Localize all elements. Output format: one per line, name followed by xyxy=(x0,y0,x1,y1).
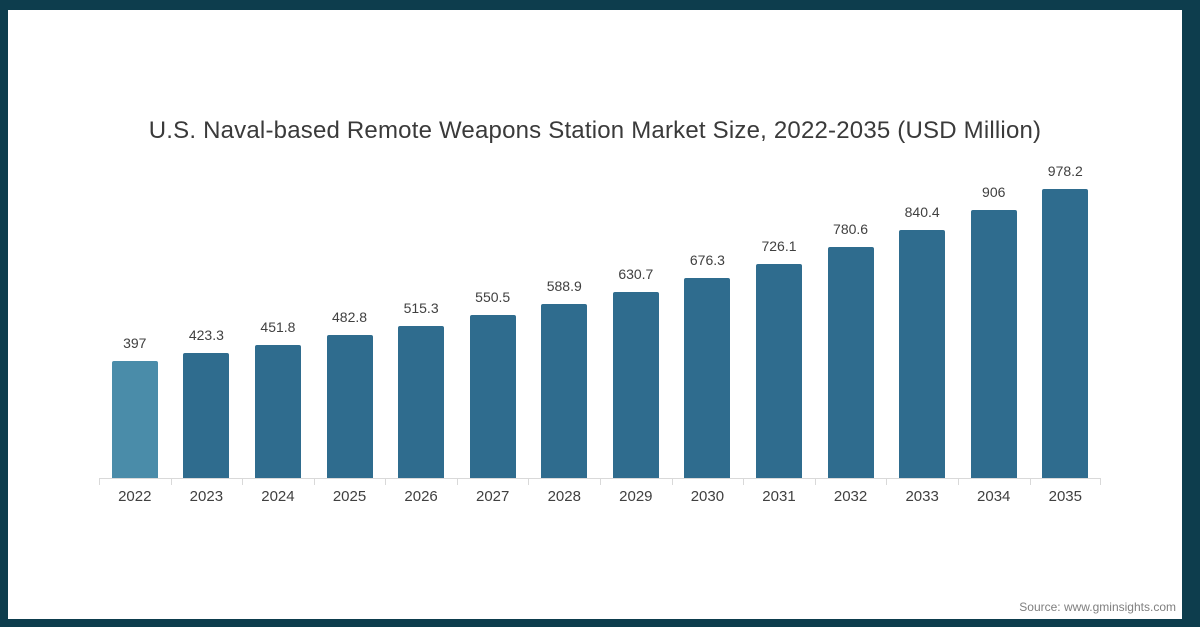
x-axis-tick xyxy=(385,479,387,485)
bar-column: 780.6 2032 xyxy=(814,10,887,505)
bar-2029 xyxy=(612,291,659,478)
bar-column: 630.7 2029 xyxy=(600,10,672,505)
x-axis-tick-label: 2033 xyxy=(905,488,939,505)
bar-2024 xyxy=(254,344,301,478)
bar-2031 xyxy=(755,263,802,478)
chart-title: U.S. Naval-based Remote Weapons Station … xyxy=(148,117,1042,144)
x-axis-tick xyxy=(671,479,673,485)
x-axis-tick-label: 2022 xyxy=(118,488,152,505)
bar-value-label: 780.6 xyxy=(833,221,869,238)
x-axis-tick-label: 2029 xyxy=(619,488,653,505)
bar-2032 xyxy=(827,247,874,478)
bar-column: 482.8 2025 xyxy=(313,10,386,505)
x-axis-tick-label: 2034 xyxy=(977,488,1011,505)
x-axis-tick-label: 2023 xyxy=(189,488,224,505)
x-axis-tick xyxy=(1029,479,1031,485)
x-axis-tick-label: 2026 xyxy=(404,488,438,505)
bar-value-label: 423.3 xyxy=(188,326,224,343)
bar-value-label: 840.4 xyxy=(904,203,940,220)
bar-value-label: 588.9 xyxy=(546,278,582,294)
bar-value-label: 397 xyxy=(123,334,147,351)
bar-2028 xyxy=(541,304,588,478)
bar-value-label: 482.8 xyxy=(332,309,368,326)
x-axis-tick xyxy=(957,479,959,485)
x-axis-tick xyxy=(170,479,172,485)
bar-2026 xyxy=(398,325,445,478)
bar-column: 451.8 2024 xyxy=(242,10,314,505)
x-axis-tick-label: 2025 xyxy=(332,488,367,505)
x-axis-tick xyxy=(814,479,816,485)
bar-2030 xyxy=(684,278,731,478)
bar-2023 xyxy=(183,352,230,478)
x-axis-tick xyxy=(99,479,100,485)
bar-value-label: 726.1 xyxy=(761,237,797,254)
bar-2034 xyxy=(970,210,1017,478)
bar-value-label: 978.2 xyxy=(1047,163,1083,179)
x-axis-tick-label: 2032 xyxy=(833,488,868,505)
x-axis-tick-label: 2028 xyxy=(547,488,581,505)
bar-2025 xyxy=(326,335,373,478)
bar-2033 xyxy=(899,229,946,478)
bar-value-label: 515.3 xyxy=(403,299,439,316)
bar-column: 978.2 2035 xyxy=(1029,10,1102,505)
bar-column: 397 2022 xyxy=(99,10,171,505)
bar-value-label: 676.3 xyxy=(689,252,725,269)
bar-column: 840.4 2033 xyxy=(886,10,958,505)
bars-row: 397 2022 423.3 2023 451.8 2024 482.8 2025 515.3 2… xyxy=(99,10,1102,505)
source-attribution: Source: www.gminsights.com xyxy=(1019,600,1176,614)
bar-column: 515.3 2026 xyxy=(385,10,457,505)
x-axis-tick-label: 2035 xyxy=(1048,488,1082,505)
x-axis-tick-label: 2027 xyxy=(475,488,510,505)
bar-chart-plot-area: 397 2022 423.3 2023 451.8 2024 482.8 2025 515.3 2… xyxy=(99,10,1102,505)
bar-value-label: 550.5 xyxy=(475,289,511,306)
bar-value-label: 906 xyxy=(982,184,1006,201)
bar-2027 xyxy=(469,315,516,478)
bar-value-label: 630.7 xyxy=(618,265,654,282)
bar-column: 423.3 2023 xyxy=(170,10,243,505)
bar-column: 906 2034 xyxy=(957,10,1030,505)
bar-value-label: 451.8 xyxy=(260,318,296,335)
bar-2022 xyxy=(111,360,158,478)
x-axis-tick xyxy=(242,479,244,485)
bar-column: 676.3 2030 xyxy=(671,10,744,505)
bar-column: 550.5 2027 xyxy=(456,10,529,505)
x-axis-tick xyxy=(456,479,458,485)
x-axis-tick xyxy=(600,479,602,485)
x-axis-tick-label: 2030 xyxy=(690,488,725,505)
x-axis-tick xyxy=(886,479,888,485)
x-axis-tick-label: 2024 xyxy=(261,488,295,505)
x-axis-tick xyxy=(313,479,315,485)
x-axis-tick xyxy=(743,479,745,485)
bar-column: 588.9 2028 xyxy=(528,10,600,505)
x-axis-tick xyxy=(528,479,530,485)
bar-column: 726.1 2031 xyxy=(743,10,815,505)
bar-2035 xyxy=(1042,189,1089,478)
x-axis-tick-label: 2031 xyxy=(762,488,796,505)
